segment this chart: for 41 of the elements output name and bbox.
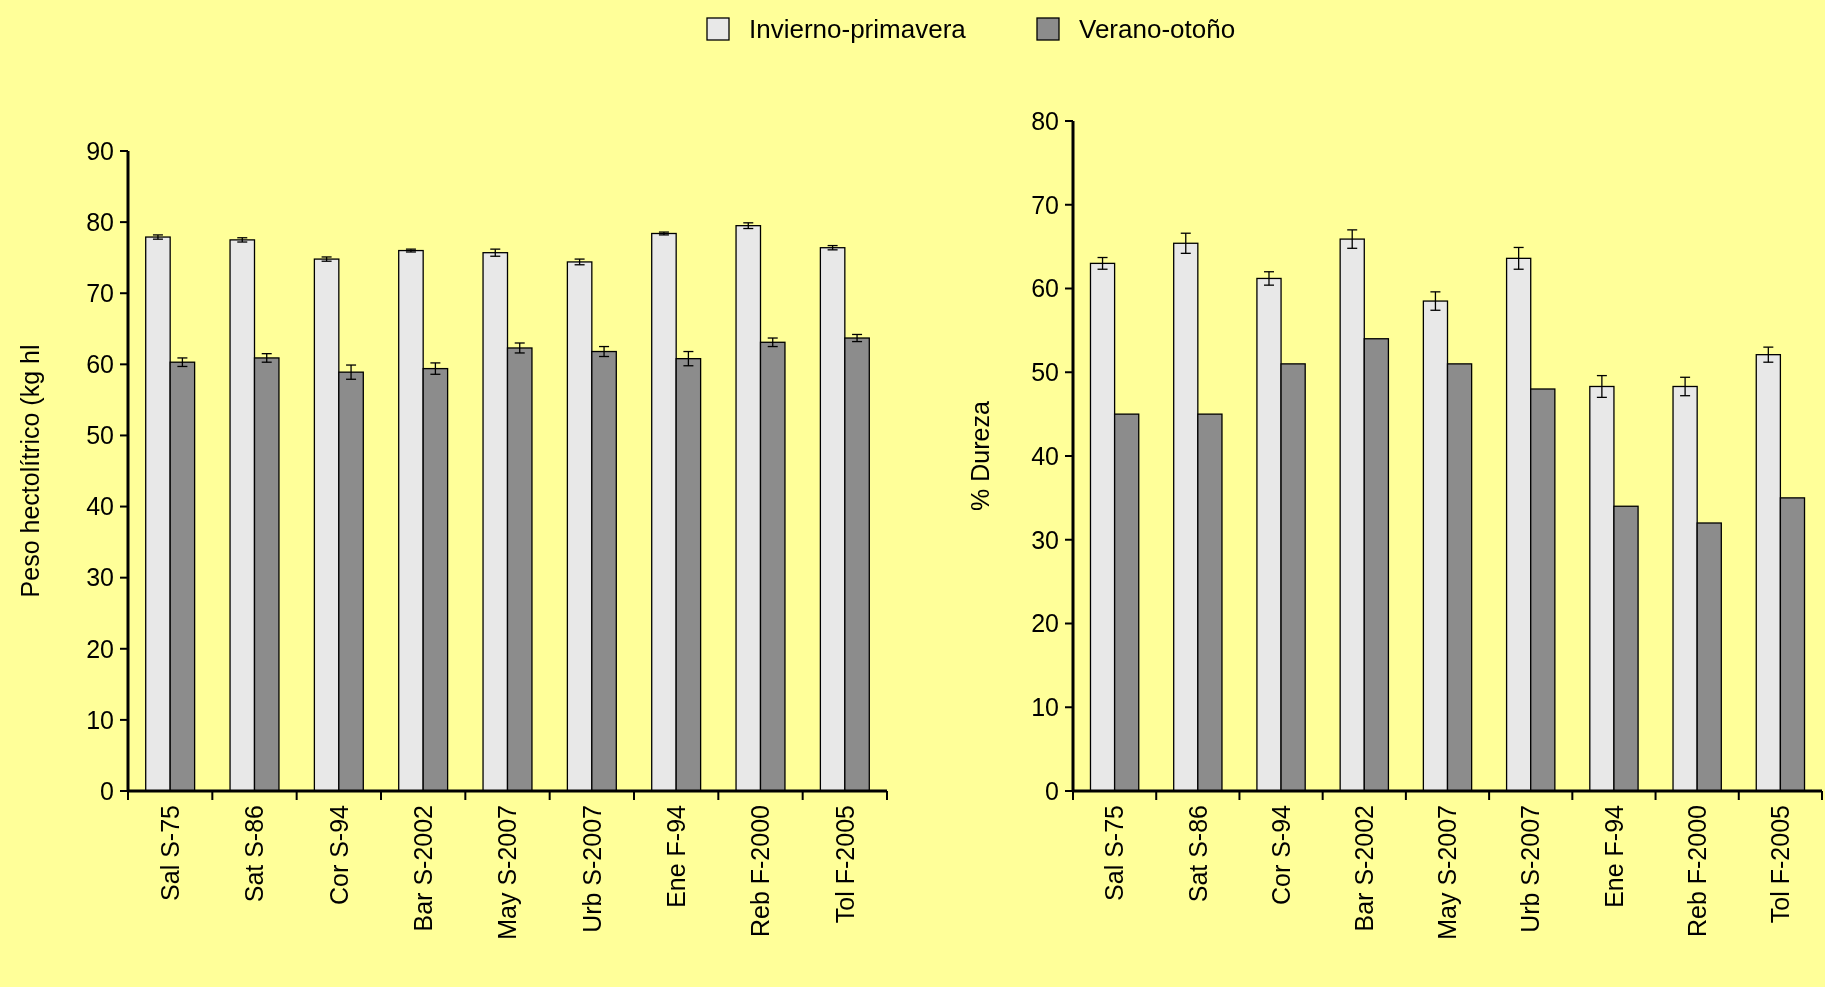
y-tick-label: 60 bbox=[1031, 274, 1059, 303]
x-tick-label: Sat S-86 bbox=[240, 805, 269, 903]
y-tick-label: 40 bbox=[1031, 441, 1059, 470]
y-tick-label: 70 bbox=[86, 278, 114, 307]
y-tick-label: 90 bbox=[86, 136, 114, 165]
x-tick-label: Cor S-94 bbox=[324, 804, 353, 906]
y-tick-label: 10 bbox=[86, 705, 114, 734]
y-axis-title: Peso hectolítrico (kg hl bbox=[15, 344, 44, 598]
x-tick-label: Bar S-2002 bbox=[1350, 805, 1379, 932]
y-axis-title: % Dureza bbox=[965, 401, 994, 511]
x-tick-label: Urb S-2007 bbox=[1516, 805, 1545, 933]
x-tick-label: Tol F-2005 bbox=[830, 805, 859, 924]
x-tick-label: Ene F-94 bbox=[661, 804, 690, 908]
y-tick-label: 80 bbox=[86, 207, 114, 236]
x-tick-label: Bar S-2002 bbox=[408, 805, 437, 932]
x-tick-label: Sal S-75 bbox=[155, 805, 184, 901]
x-tick-label: Reb F-2000 bbox=[1682, 805, 1711, 938]
y-tick-label: 50 bbox=[1031, 358, 1059, 386]
x-tick-label: Tol F-2005 bbox=[1766, 805, 1795, 924]
x-tick-label: May S-2007 bbox=[1433, 805, 1462, 940]
x-tick-label: Sat S-86 bbox=[1183, 805, 1212, 903]
legend-label: Verano-otoño bbox=[1079, 14, 1236, 45]
x-tick-label: Urb S-2007 bbox=[577, 805, 606, 933]
y-tick-label: 20 bbox=[86, 634, 114, 663]
y-tick-label: 0 bbox=[100, 776, 114, 805]
y-tick-label: 50 bbox=[86, 421, 114, 450]
y-tick-label: 40 bbox=[86, 492, 114, 521]
y-tick-label: 10 bbox=[1031, 693, 1059, 721]
x-tick-label: Cor S-94 bbox=[1266, 804, 1295, 906]
y-tick-label: 0 bbox=[1045, 776, 1059, 805]
y-tick-label: 20 bbox=[1031, 609, 1059, 638]
y-tick-label: 70 bbox=[1031, 190, 1059, 219]
y-tick-label: 30 bbox=[86, 563, 114, 592]
x-tick-label: Ene F-94 bbox=[1599, 804, 1628, 908]
y-tick-label: 60 bbox=[86, 350, 114, 379]
x-tick-label: May S-2007 bbox=[493, 805, 522, 940]
x-tick-label: Sal S-75 bbox=[1100, 805, 1129, 901]
y-tick-label: 30 bbox=[1031, 525, 1059, 554]
legend-label: Invierno-primavera bbox=[749, 14, 967, 45]
x-tick-label: Reb F-2000 bbox=[746, 805, 775, 938]
y-tick-label: 80 bbox=[1031, 106, 1059, 135]
